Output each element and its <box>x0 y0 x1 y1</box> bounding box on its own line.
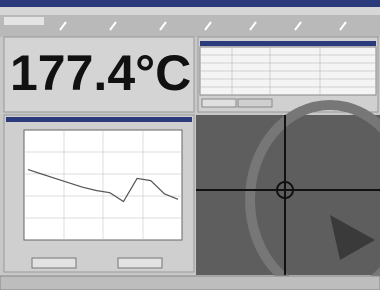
tab[interactable] <box>202 99 236 107</box>
button[interactable] <box>118 258 162 268</box>
status-bar <box>0 276 380 290</box>
temperature-readout: 177.4°C <box>10 45 191 101</box>
toolbar <box>0 15 380 37</box>
title-bar <box>0 0 380 7</box>
tab[interactable] <box>238 99 272 107</box>
toolbar-buttons[interactable] <box>4 17 44 25</box>
button[interactable] <box>32 258 76 268</box>
app-window: 177.4°C <box>0 0 380 290</box>
table-header <box>200 41 376 46</box>
chart-header <box>6 117 192 122</box>
menu-bar <box>0 7 380 15</box>
